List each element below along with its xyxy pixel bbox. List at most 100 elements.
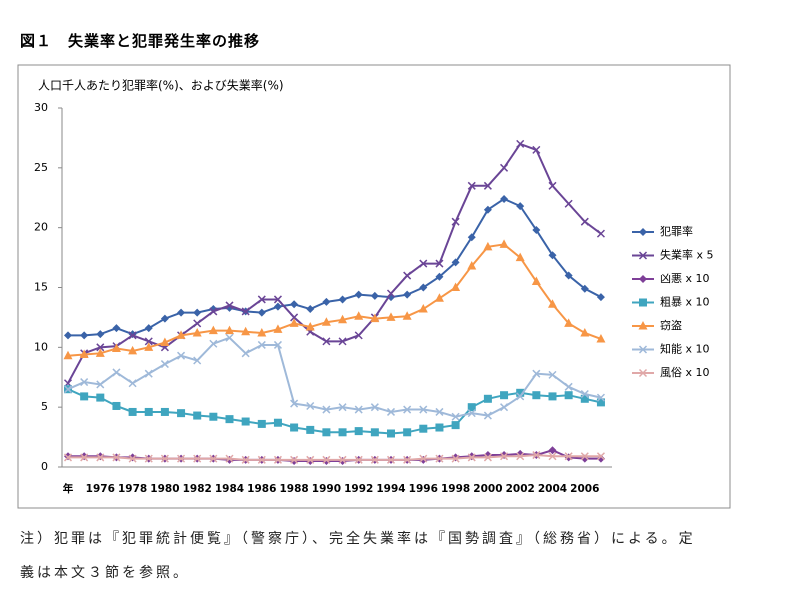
legend-marker — [639, 298, 647, 307]
marker — [306, 455, 315, 464]
marker — [403, 428, 412, 437]
marker — [451, 217, 460, 226]
marker — [596, 398, 605, 407]
marker — [160, 454, 169, 463]
marker — [354, 290, 363, 299]
marker — [483, 241, 493, 251]
marker — [96, 330, 105, 339]
marker — [160, 407, 169, 416]
marker — [467, 233, 476, 242]
marker — [580, 389, 589, 399]
marker — [144, 454, 153, 463]
x-tick-label: 年 — [63, 482, 74, 495]
marker — [354, 405, 363, 414]
marker — [338, 295, 347, 304]
marker — [499, 239, 509, 248]
marker — [596, 393, 605, 402]
marker — [322, 405, 331, 414]
marker — [338, 314, 348, 324]
marker — [467, 452, 476, 461]
marker — [500, 194, 509, 203]
x-tick-label: 1996 — [409, 483, 438, 495]
marker — [580, 327, 590, 337]
marker — [290, 457, 299, 466]
marker — [306, 457, 315, 466]
marker — [160, 360, 169, 369]
marker — [112, 324, 121, 333]
marker — [241, 455, 250, 464]
marker — [290, 423, 299, 432]
x-tick-label: 1992 — [344, 483, 373, 495]
marker — [564, 382, 573, 391]
marker — [322, 428, 331, 437]
marker — [290, 399, 299, 408]
figure-title: 図１ 失業率と犯罪発生率の推移 — [20, 32, 261, 50]
legend-label: 窃盗 — [660, 318, 682, 332]
marker — [532, 145, 541, 154]
marker — [483, 453, 492, 462]
marker — [435, 259, 444, 268]
marker — [596, 293, 605, 302]
marker — [257, 340, 266, 349]
marker — [435, 423, 444, 432]
marker — [386, 312, 396, 321]
marker — [144, 407, 153, 416]
marker — [451, 412, 460, 421]
marker — [322, 337, 331, 346]
marker — [209, 412, 218, 421]
marker — [112, 453, 121, 462]
marker — [176, 330, 186, 339]
marker — [419, 424, 428, 433]
marker — [548, 392, 557, 401]
marker — [483, 411, 492, 420]
marker — [225, 454, 234, 463]
legend-marker — [639, 275, 647, 283]
marker — [208, 325, 218, 335]
marker — [306, 425, 315, 434]
y-tick-label: 25 — [34, 161, 48, 174]
marker — [548, 452, 557, 461]
marker — [128, 331, 137, 340]
marker — [257, 308, 266, 317]
marker — [80, 452, 89, 461]
chart-frame — [17, 64, 731, 509]
x-tick-label: 1990 — [312, 483, 341, 495]
marker — [354, 311, 364, 320]
legend-label: 粗暴 x 10 — [660, 296, 710, 309]
marker — [80, 378, 89, 387]
x-tick-label: 1982 — [183, 483, 212, 495]
marker — [548, 181, 557, 190]
marker — [225, 301, 234, 310]
x-tick-label: 1988 — [279, 483, 308, 495]
x-tick-label: 2006 — [570, 483, 599, 495]
series-line — [68, 197, 602, 337]
marker — [96, 453, 105, 462]
marker — [257, 419, 266, 428]
marker — [128, 379, 137, 388]
x-tick-label: 1994 — [376, 483, 405, 495]
marker — [596, 333, 606, 343]
marker — [241, 417, 250, 426]
y-axis-title: 人口千人あたり犯罪率(%)、および失業率(%) — [38, 78, 284, 93]
marker — [403, 271, 412, 280]
marker — [321, 317, 331, 326]
marker — [144, 369, 153, 378]
marker — [63, 350, 73, 360]
marker — [370, 403, 379, 412]
marker — [177, 351, 186, 360]
marker — [338, 457, 347, 466]
marker — [403, 455, 412, 464]
marker — [434, 293, 444, 302]
marker — [111, 343, 121, 353]
marker — [112, 401, 121, 410]
marker — [177, 409, 186, 418]
marker — [403, 405, 412, 414]
marker — [548, 251, 557, 260]
marker — [548, 370, 557, 379]
marker — [548, 299, 557, 308]
marker — [580, 452, 589, 461]
marker — [193, 319, 202, 328]
marker — [532, 391, 541, 400]
marker — [467, 181, 476, 190]
